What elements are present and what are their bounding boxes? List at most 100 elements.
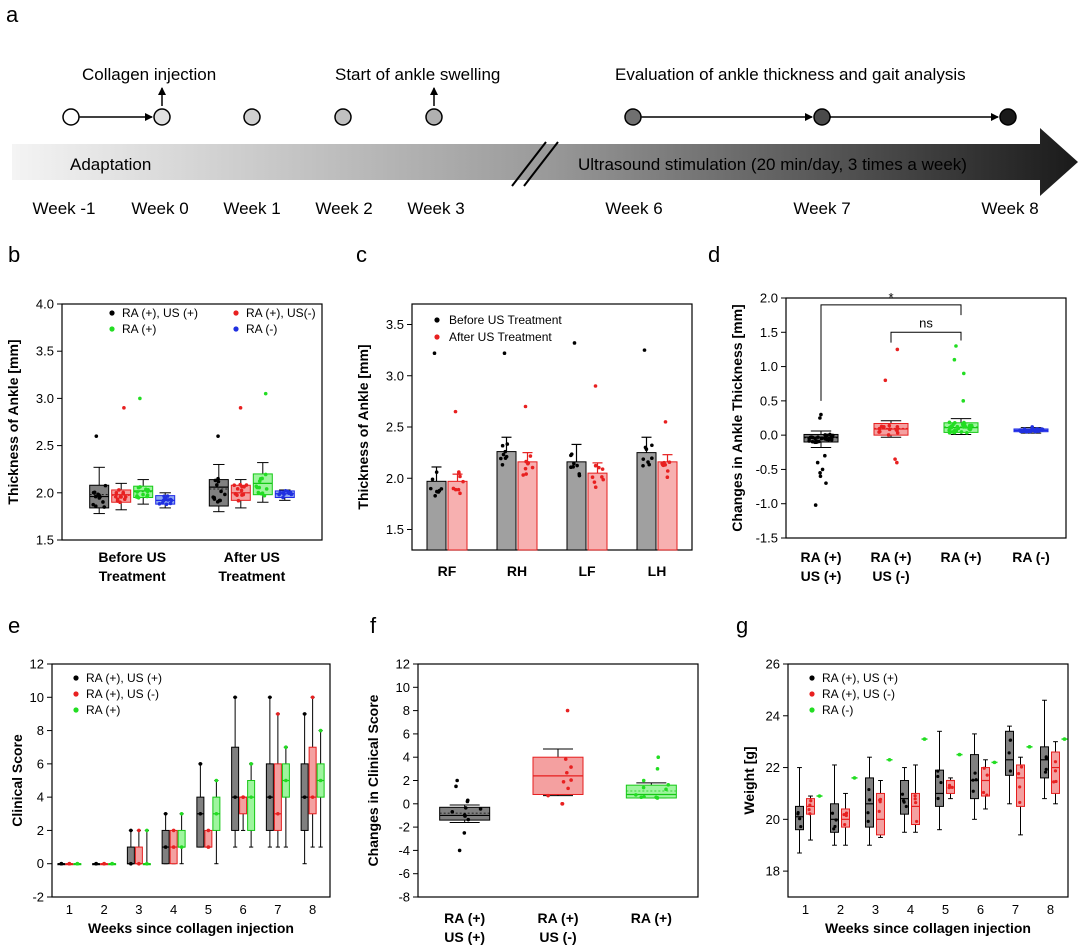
y-tick-label: 10 <box>30 690 44 705</box>
data-point <box>528 454 533 458</box>
data-point <box>844 811 849 815</box>
data-point <box>206 845 211 849</box>
data-point <box>276 712 280 716</box>
data-point <box>1025 428 1029 433</box>
data-point <box>1027 745 1032 749</box>
legend-marker <box>109 310 115 316</box>
data-point <box>809 799 813 803</box>
data-point <box>457 848 462 853</box>
data-point <box>894 428 899 432</box>
data-point <box>829 436 834 440</box>
data-point <box>102 861 106 866</box>
timeline-week-label: Week -1 <box>33 199 96 218</box>
data-point <box>1008 738 1012 742</box>
data-point <box>642 348 647 352</box>
y-tick-label: 0.0 <box>760 428 778 443</box>
data-point <box>820 467 825 472</box>
x-tick-label: 4 <box>170 902 177 917</box>
bar <box>587 472 608 551</box>
data-point <box>815 460 820 465</box>
data-point <box>950 785 954 789</box>
x-tick-label: 3 <box>872 902 879 917</box>
data-point <box>900 792 905 796</box>
y-tick-label: 0 <box>403 796 410 811</box>
data-point <box>982 766 986 770</box>
y-tick-label: 2.0 <box>760 291 778 306</box>
y-tick-label: 1.0 <box>760 359 778 374</box>
legend-entry: RA (+), US (+) <box>86 671 162 685</box>
data-point <box>961 399 966 403</box>
data-point <box>807 808 811 812</box>
legend-entry: RA (+) <box>122 322 156 336</box>
data-point <box>504 454 509 459</box>
data-point <box>590 475 595 479</box>
timeline-arrow <box>12 128 1078 196</box>
data-point <box>454 784 458 789</box>
x-tick-label: 1 <box>66 902 73 917</box>
data-point <box>895 347 900 352</box>
data-point <box>145 489 150 494</box>
data-point <box>432 351 437 356</box>
legend-entry: After US Treatment <box>449 330 552 344</box>
data-point <box>883 378 888 383</box>
timeline-panel: Collagen injection Start of ankle swelli… <box>12 65 1078 218</box>
data-point <box>936 769 940 773</box>
data-point <box>560 802 564 806</box>
timeline-week-label: Week 3 <box>407 199 464 218</box>
timeline-phase-adaptation: Adaptation <box>70 155 151 174</box>
data-point <box>887 757 892 762</box>
timeline-phase-ultrasound: Ultrasound stimulation (20 min/day, 3 ti… <box>578 155 967 174</box>
timeline-node <box>813 108 831 126</box>
panel-label-d: d <box>708 242 720 267</box>
y-tick-label: -2 <box>398 820 410 835</box>
data-point <box>810 439 815 444</box>
data-point <box>1037 427 1041 432</box>
data-point <box>577 472 582 476</box>
box <box>273 763 282 831</box>
data-point <box>465 798 470 803</box>
data-point <box>94 861 98 866</box>
chart-panel-c: 1.5 2.0 2.5 3.0 3.5 Thickness of Ankle [mm] RF… <box>355 303 693 579</box>
data-point <box>546 793 550 798</box>
data-point <box>569 778 573 782</box>
panel-label-f: f <box>370 613 377 638</box>
data-point <box>318 778 323 783</box>
data-point <box>1053 760 1058 764</box>
x-category-label: Treatment <box>99 568 166 584</box>
box <box>1051 751 1060 794</box>
data-point <box>981 790 986 795</box>
data-point <box>877 809 881 814</box>
data-point <box>430 477 435 482</box>
timeline-node <box>425 108 443 126</box>
y-axis-label: Weight [g] <box>741 746 757 814</box>
data-point <box>249 762 253 766</box>
data-point <box>263 472 268 477</box>
x-axis-label: Weeks since collagen injection <box>88 920 294 936</box>
data-point <box>893 457 897 461</box>
plot-frame <box>51 663 331 898</box>
data-point <box>902 800 906 804</box>
x-tick-label: 5 <box>205 902 212 917</box>
data-point <box>992 760 997 765</box>
data-point <box>974 778 978 782</box>
data-point <box>1062 737 1067 741</box>
y-tick-label: -1.5 <box>756 531 778 546</box>
legend-marker <box>809 691 815 697</box>
y-tick-label: 6 <box>403 726 410 741</box>
data-point <box>877 426 882 431</box>
data-point <box>256 490 261 495</box>
data-point <box>499 456 503 461</box>
data-point <box>647 462 651 467</box>
data-point <box>262 493 267 498</box>
data-point <box>59 861 64 866</box>
data-point <box>260 491 265 496</box>
significance-bracket <box>820 304 962 401</box>
box <box>196 796 205 848</box>
panel-label-e: e <box>8 613 20 638</box>
data-point <box>523 466 528 471</box>
data-point <box>521 473 525 477</box>
data-point <box>650 456 654 461</box>
y-tick-label: 1.5 <box>386 522 404 537</box>
y-tick-label: 2.5 <box>386 420 404 435</box>
